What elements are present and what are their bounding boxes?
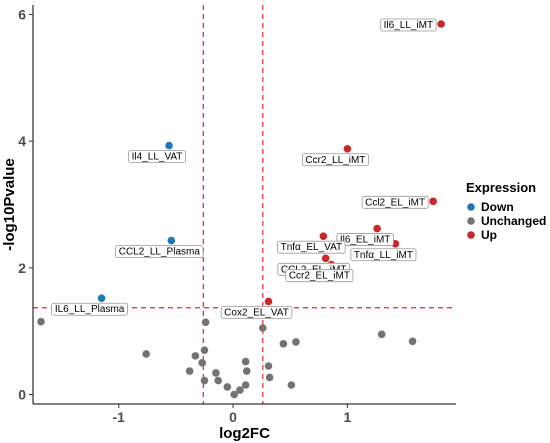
- point-label: Il6_EL_iMT: [336, 233, 394, 246]
- x-axis-title: log2FC: [219, 425, 270, 442]
- data-point-up: [429, 197, 437, 206]
- point-label: Ccr2_LL_iMT: [301, 153, 369, 167]
- point-label: IL6_LL_Plasma: [51, 302, 128, 316]
- data-point-up: [319, 232, 328, 240]
- legend-key-down: [467, 203, 475, 211]
- legend-label-unchanged: Unchanged: [481, 214, 546, 228]
- point-labels: Il6_LL_iMT Il4_LL_VAT Ccr2_LL_iMT Ccl2_EL_i…: [51, 18, 437, 319]
- point-label-text: Ccr2_LL_iMT: [305, 155, 365, 166]
- point-label-text: IL6_LL_Plasma: [55, 304, 125, 315]
- point-label-text: Tnfα_EL_VAT: [281, 242, 343, 253]
- data-point-up: [321, 254, 330, 263]
- point-label-box: [277, 240, 346, 254]
- data-point-unchanged: [142, 350, 150, 358]
- legend-label-up: Up: [481, 228, 497, 242]
- point-label: Ccr2_EL_iMT: [285, 269, 354, 283]
- point-label-box: [115, 245, 204, 259]
- data-point-up: [264, 297, 273, 306]
- y-tick-label: 6: [18, 7, 26, 23]
- data-point-unchanged: [223, 383, 232, 391]
- point-label: CCL2_LL_Plasma: [115, 245, 204, 259]
- data-point-unchanged: [258, 324, 267, 332]
- point-label-text: Ccr2_EL_iMT: [289, 271, 350, 282]
- point-label-text: Ccl2_EL_iMT: [365, 197, 425, 208]
- point-label-text: Tnfα_LL_iMT: [354, 250, 413, 261]
- point-label: Tnfα_LL_iMT: [350, 248, 417, 262]
- data-point-unchanged: [37, 317, 45, 326]
- data-point-unchanged: [200, 346, 209, 354]
- data-point-unchanged: [241, 381, 250, 389]
- point-label-box: [361, 195, 429, 209]
- data-point-down: [165, 141, 173, 150]
- data-point-down: [97, 294, 106, 303]
- point-label-text: Il4_LL_VAT: [132, 152, 183, 163]
- y-tick-label: 2: [18, 260, 26, 276]
- x-tick-label: -1: [113, 409, 126, 425]
- data-point-unchanged: [241, 357, 250, 366]
- point-label-box: [51, 302, 128, 316]
- data-point-up: [343, 144, 352, 153]
- data-point-up: [437, 20, 445, 28]
- point-label-text: Il6_EL_iMT: [340, 235, 391, 246]
- data-point-unchanged: [236, 386, 244, 394]
- legend-key-up: [467, 231, 475, 239]
- data-point-unchanged: [408, 337, 417, 346]
- point-label-box: [128, 150, 186, 164]
- data-point-unchanged: [201, 318, 210, 327]
- y-axis-title: -log10Pvalue: [1, 158, 18, 251]
- data-point-unchanged: [230, 390, 239, 399]
- y-tick-label: 0: [18, 387, 26, 403]
- point-label-box: [380, 18, 437, 32]
- point-label-text: Il6_LL_iMT: [384, 20, 433, 31]
- x-tick-label: 1: [343, 409, 351, 425]
- axes: -1 0 1 0 2 4 6: [18, 5, 456, 425]
- point-label-box: [285, 269, 354, 283]
- data-point-unchanged: [198, 359, 206, 367]
- legend-label-down: Down: [481, 200, 514, 214]
- point-label: Cox2_EL_VAT: [220, 305, 293, 319]
- point-label: Tnfα_EL_VAT: [277, 240, 346, 254]
- data-point-unchanged: [242, 367, 251, 375]
- data-point-unchanged: [200, 376, 209, 385]
- data-point-down: [167, 236, 176, 245]
- point-label-text: Cox2_EL_VAT: [224, 307, 289, 318]
- point-label-box: [220, 305, 293, 319]
- x-tick-label: 0: [229, 409, 237, 425]
- data-point-unchanged: [214, 376, 223, 385]
- data-point-unchanged: [287, 381, 296, 389]
- point-label-text: CCL2_LL_Plasma: [119, 247, 201, 258]
- point-label: Ccl2_EL_iMT: [361, 195, 429, 209]
- data-point-unchanged: [191, 352, 200, 360]
- legend-key-unchanged: [467, 217, 475, 225]
- data-point-unchanged: [377, 330, 386, 339]
- y-tick-label: 4: [18, 133, 26, 149]
- point-label-box: [336, 233, 394, 246]
- point-label: Il4_LL_VAT: [128, 150, 186, 164]
- data-point-unchanged: [279, 340, 288, 348]
- data-point-unchanged: [185, 367, 194, 375]
- legend-title: Expression: [466, 180, 536, 195]
- data-point-unchanged: [212, 369, 220, 377]
- point-label-box: [350, 248, 417, 262]
- point-label: Il6_LL_iMT: [380, 18, 437, 32]
- data-point-unchanged: [292, 338, 300, 346]
- data-point-up: [373, 224, 381, 233]
- point-label-box: [301, 153, 369, 167]
- data-point-unchanged: [265, 373, 274, 382]
- data-point-unchanged: [264, 362, 273, 370]
